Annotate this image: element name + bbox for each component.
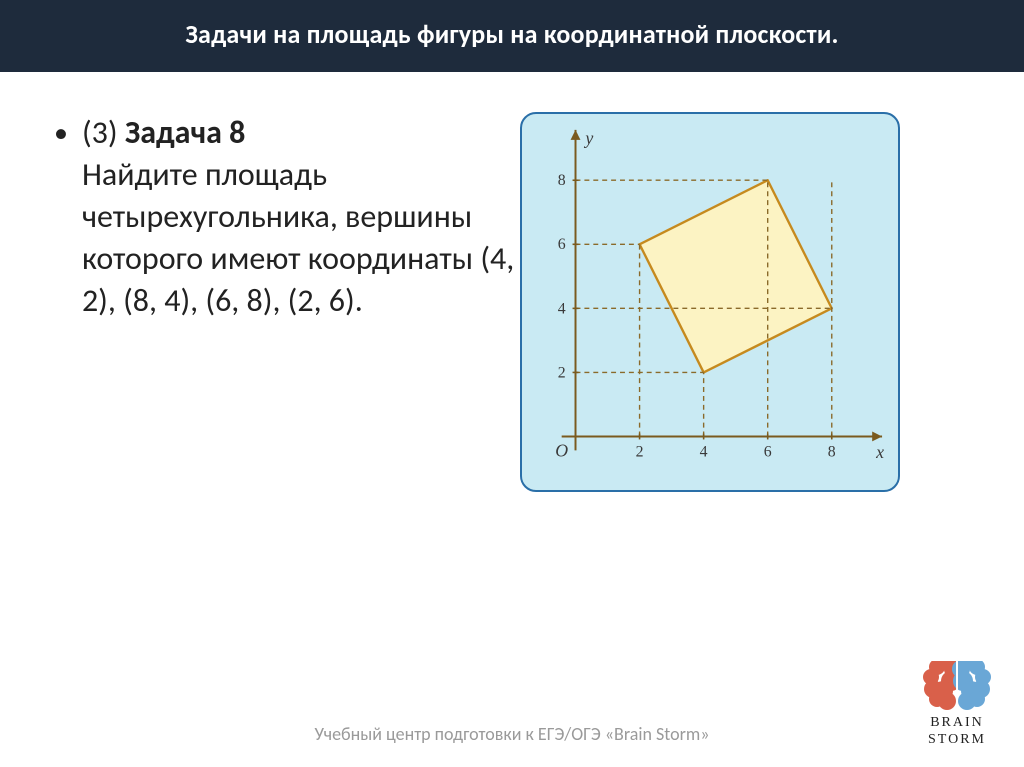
svg-text:4: 4 bbox=[558, 300, 566, 317]
problem-body: Найдите площадь четырехугольника, вершин… bbox=[82, 155, 514, 320]
svg-text:4: 4 bbox=[700, 443, 708, 460]
svg-text:O: O bbox=[555, 440, 568, 460]
svg-text:8: 8 bbox=[828, 443, 836, 460]
coordinate-chart: 2 4 6 8 2 4 6 8 Ox y bbox=[532, 124, 888, 480]
text-column: • (3) Задача 8 Найдите площадь четырехуг… bbox=[30, 112, 520, 492]
problem-text: (3) Задача 8 Найдите площадь четырехугол… bbox=[82, 112, 520, 322]
svg-text:y: y bbox=[583, 128, 593, 148]
svg-text:8: 8 bbox=[558, 172, 566, 189]
logo-line2: STORM bbox=[918, 732, 996, 747]
svg-text:2: 2 bbox=[558, 364, 566, 381]
brand-logo: BRAIN STORM bbox=[918, 661, 996, 747]
problem-title: Задача 8 bbox=[125, 113, 246, 152]
chart-column: 2 4 6 8 2 4 6 8 Ox y bbox=[520, 112, 994, 492]
svg-text:2: 2 bbox=[636, 443, 644, 460]
bullet-icon: • bbox=[54, 112, 68, 154]
chart-frame: 2 4 6 8 2 4 6 8 Ox y bbox=[520, 112, 900, 492]
header-title: Задачи на площадь фигуры на координатной… bbox=[185, 18, 838, 50]
svg-text:6: 6 bbox=[764, 443, 772, 460]
svg-text:6: 6 bbox=[558, 236, 566, 253]
footer-text: Учебный центр подготовки к ЕГЭ/ОГЭ «Brai… bbox=[314, 723, 709, 745]
logo-line1: BRAIN bbox=[918, 715, 996, 730]
slide-body: • (3) Задача 8 Найдите площадь четырехуг… bbox=[0, 72, 1024, 492]
brain-icon bbox=[918, 661, 996, 713]
problem-prefix: (3) bbox=[82, 113, 125, 152]
svg-text:x: x bbox=[875, 442, 884, 462]
footer-caption: Учебный центр подготовки к ЕГЭ/ОГЭ «Brai… bbox=[0, 723, 1024, 745]
slide-header: Задачи на площадь фигуры на координатной… bbox=[0, 0, 1024, 72]
